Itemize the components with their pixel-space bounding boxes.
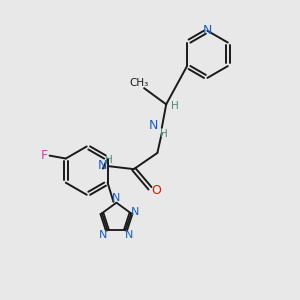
Text: H: H xyxy=(160,129,168,140)
Text: H: H xyxy=(106,155,113,165)
Text: N: N xyxy=(203,24,212,37)
Text: N: N xyxy=(149,119,158,132)
Text: H: H xyxy=(171,101,179,111)
Text: N: N xyxy=(131,207,140,217)
Text: F: F xyxy=(41,149,48,162)
Text: N: N xyxy=(125,230,133,239)
Text: O: O xyxy=(151,184,161,197)
Text: N: N xyxy=(98,159,107,172)
Text: CH₃: CH₃ xyxy=(129,78,148,88)
Text: N: N xyxy=(112,193,121,203)
Text: N: N xyxy=(99,230,107,239)
